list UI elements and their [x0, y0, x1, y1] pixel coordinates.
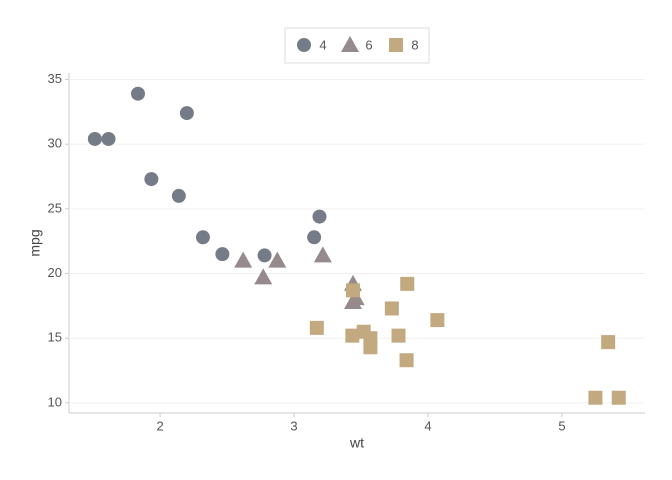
point — [430, 313, 445, 328]
y-tick-label: 10 — [48, 394, 62, 409]
point — [399, 353, 414, 368]
point — [234, 251, 253, 268]
point — [400, 276, 415, 291]
x-tick-label: 4 — [424, 418, 431, 433]
point — [312, 209, 327, 224]
point — [215, 247, 230, 262]
x-axis-title: wt — [349, 435, 364, 451]
point — [345, 283, 360, 298]
point — [101, 131, 116, 146]
point — [363, 331, 378, 346]
legend-label: 8 — [411, 37, 418, 52]
point — [179, 106, 194, 121]
x-tick-label: 2 — [156, 418, 163, 433]
x-tick-label: 5 — [558, 418, 565, 433]
legend-label: 4 — [319, 37, 326, 52]
point — [87, 131, 102, 146]
x-tick-label: 3 — [290, 418, 297, 433]
point — [611, 390, 626, 405]
y-tick-label: 15 — [48, 330, 62, 345]
point — [195, 230, 210, 245]
legend-marker — [341, 36, 359, 52]
y-tick-label: 20 — [48, 265, 62, 280]
point — [345, 328, 360, 343]
point — [601, 335, 616, 350]
legend-marker — [297, 38, 311, 52]
point — [130, 86, 145, 101]
point — [309, 320, 324, 335]
point — [171, 188, 186, 203]
y-tick-label: 35 — [48, 71, 62, 86]
y-tick-label: 25 — [48, 200, 62, 215]
legend-marker — [389, 38, 403, 52]
point — [313, 246, 332, 263]
point — [257, 248, 272, 263]
y-axis-title: mpg — [27, 229, 43, 256]
legend-label: 6 — [365, 37, 372, 52]
point — [307, 230, 322, 245]
point — [391, 328, 406, 343]
point — [254, 268, 273, 285]
point — [343, 292, 362, 309]
point — [588, 390, 603, 405]
point — [144, 172, 159, 187]
y-tick-label: 30 — [48, 136, 62, 151]
point — [384, 301, 399, 316]
point — [268, 251, 287, 268]
